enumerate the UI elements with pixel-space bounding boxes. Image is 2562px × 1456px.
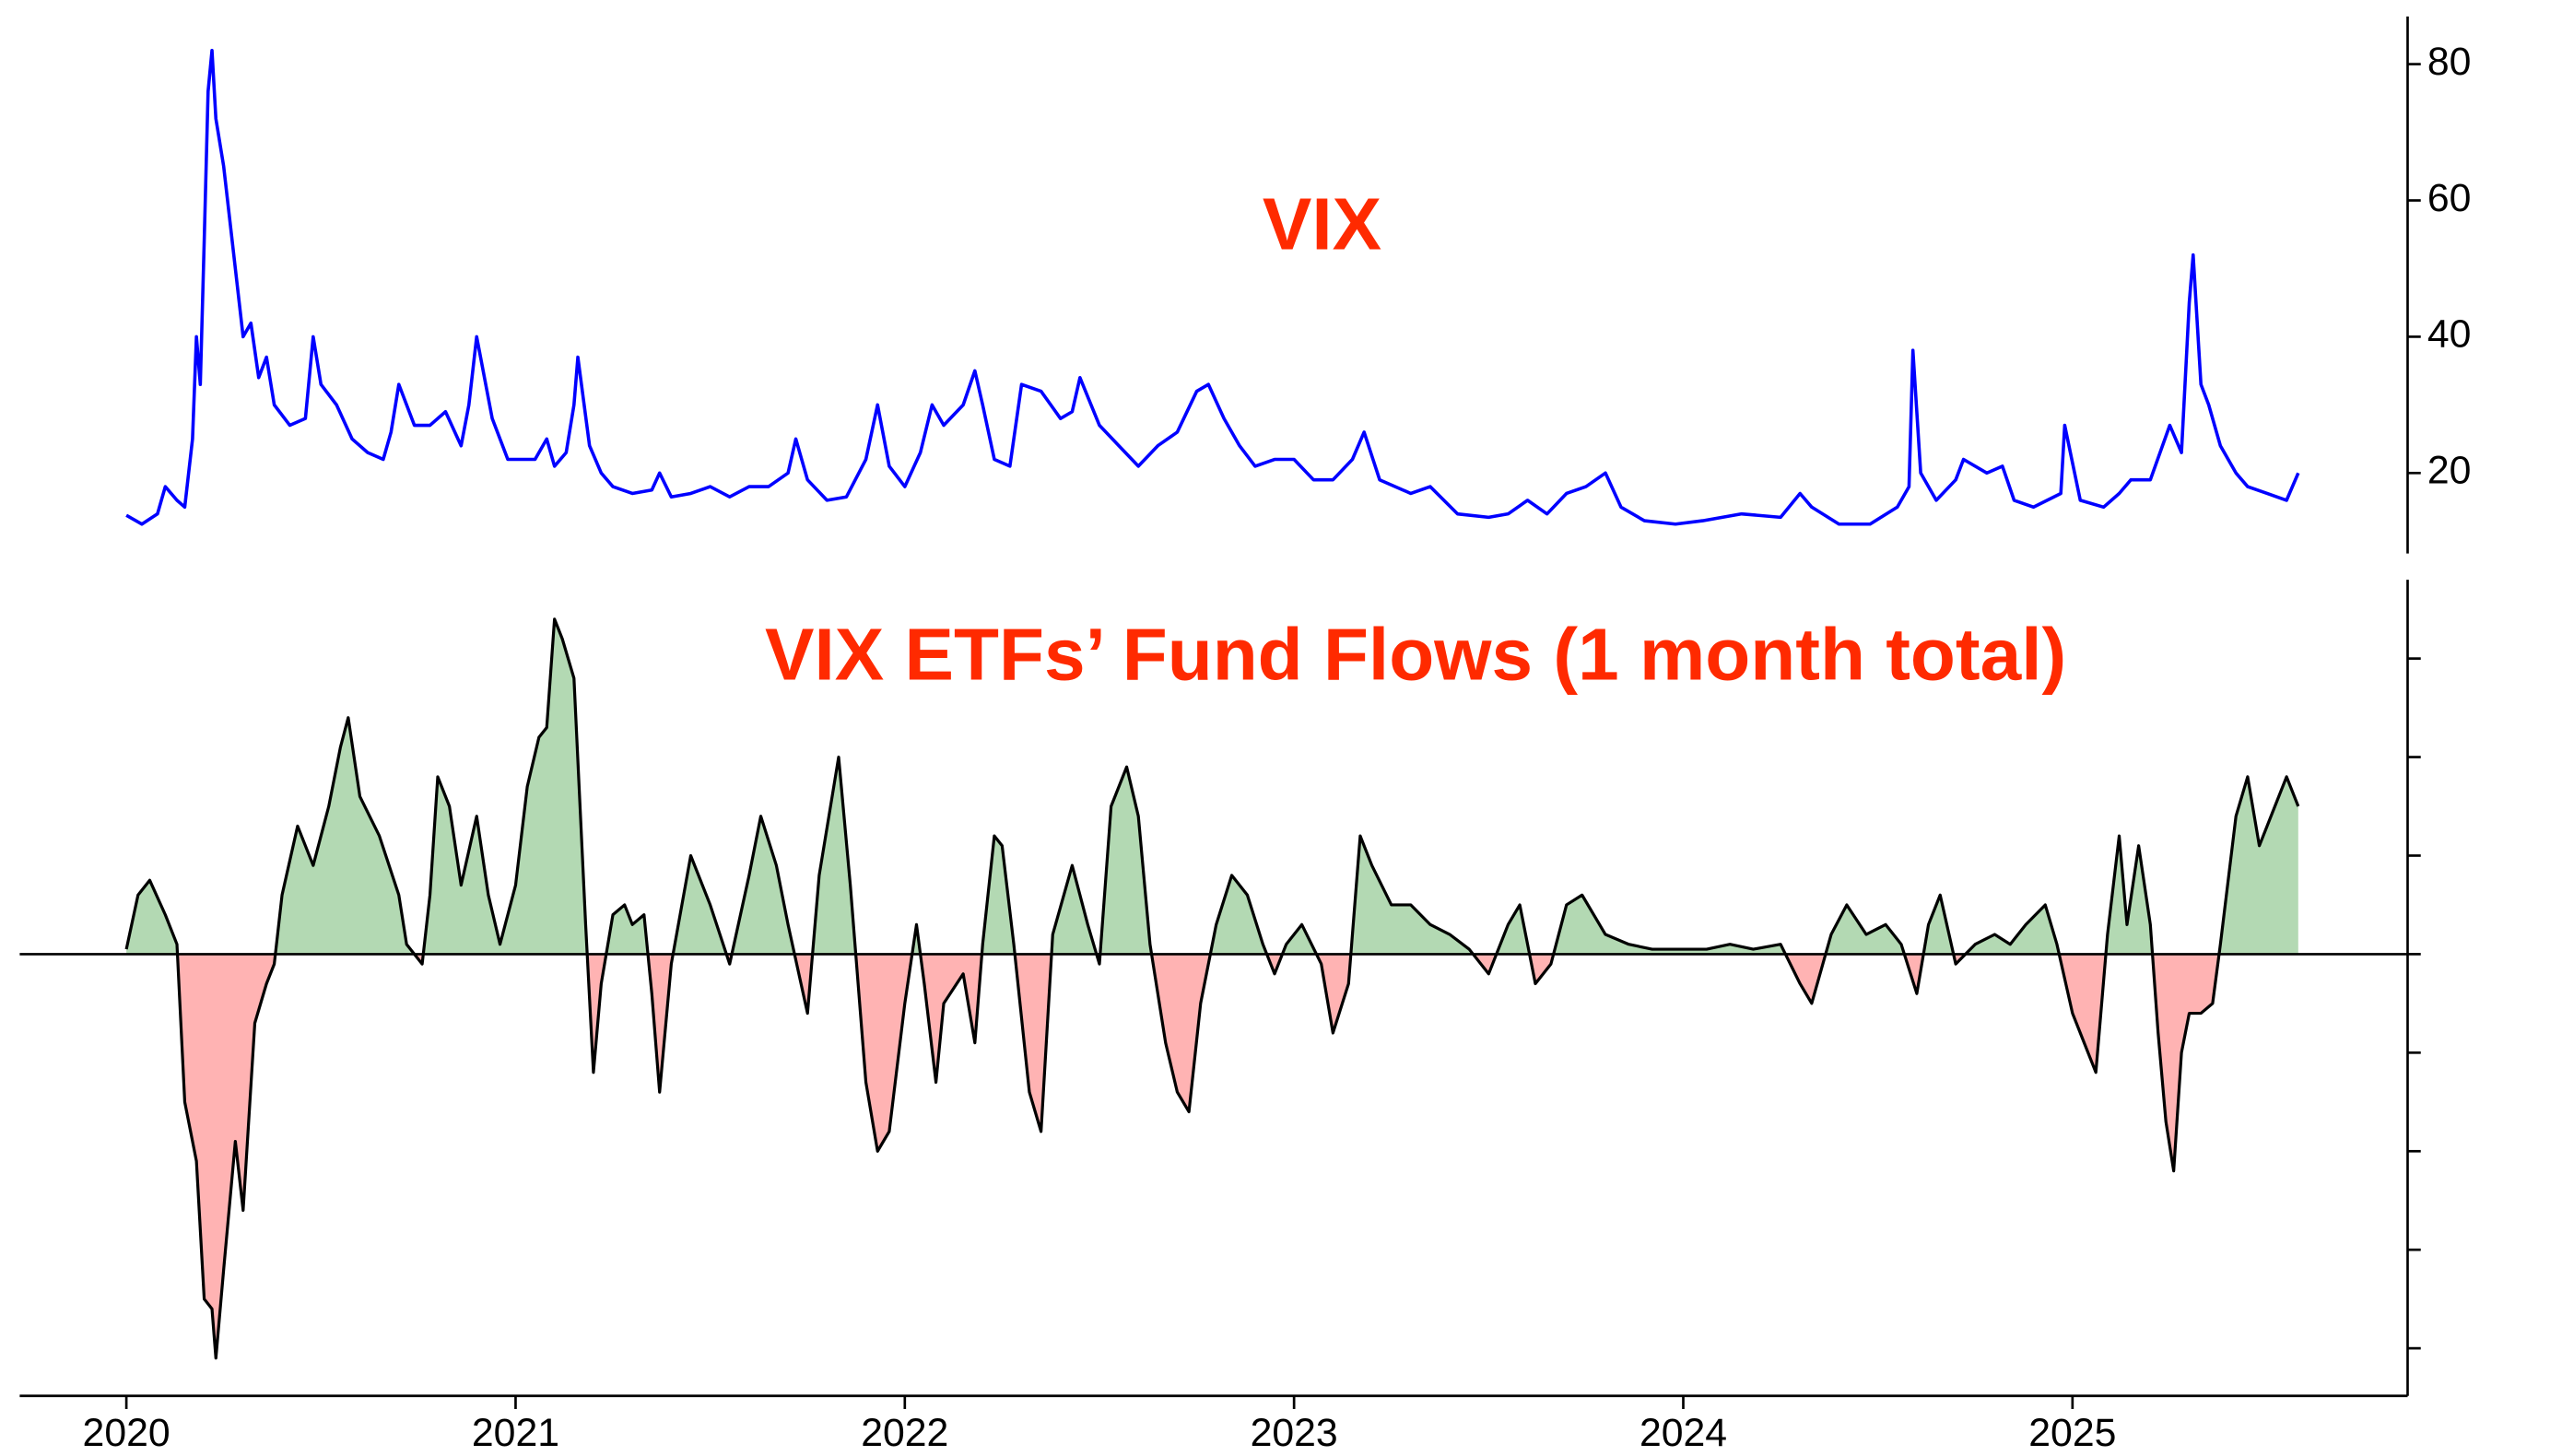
vix-title: VIX bbox=[1263, 182, 1381, 265]
y-tick-label: 80 bbox=[2427, 40, 2472, 84]
positive-area bbox=[126, 618, 2298, 955]
x-tick-label: 2022 bbox=[861, 1411, 948, 1455]
x-tick-label: 2021 bbox=[472, 1411, 559, 1455]
y-tick-label: 40 bbox=[2427, 312, 2472, 357]
y-tick-label: 60 bbox=[2427, 176, 2472, 220]
flow-line bbox=[124, 617, 2300, 1360]
x-tick-label: 2023 bbox=[1251, 1411, 1338, 1455]
x-tick-label: 2020 bbox=[83, 1411, 170, 1455]
flows-title: VIX ETFs’ Fund Flows (1 month total) bbox=[765, 613, 2066, 696]
vix-line bbox=[125, 49, 2300, 526]
x-tick-label: 2024 bbox=[1639, 1411, 1727, 1455]
negative-area bbox=[126, 954, 2298, 1358]
y-tick-label: 20 bbox=[2427, 449, 2472, 493]
x-tick-label: 2025 bbox=[2028, 1411, 2116, 1455]
